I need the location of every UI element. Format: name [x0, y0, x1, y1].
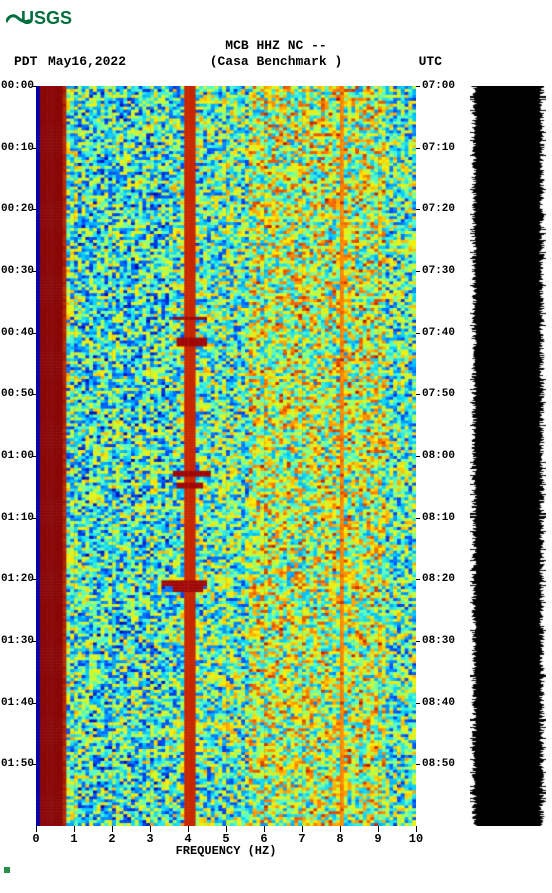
y-right-tick: 07:20: [422, 203, 455, 215]
header-channel: MCB HHZ NC --: [0, 38, 552, 53]
waveform-canvas: [470, 86, 546, 826]
y-right-tick: 08:20: [422, 573, 455, 585]
y-left-tick: 01:40: [1, 697, 34, 709]
spectrogram-canvas: [36, 86, 416, 826]
y-right-tick: 07:10: [422, 142, 455, 154]
y-left-tick: 01:10: [1, 512, 34, 524]
y-right-tick: 08:10: [422, 512, 455, 524]
y-left-tick: 01:20: [1, 573, 34, 585]
y-left-tick: 00:40: [1, 327, 34, 339]
y-axis-left-labels: 00:0000:1000:2000:3000:4000:5001:0001:10…: [0, 86, 36, 826]
y-left-tick: 01:50: [1, 758, 34, 770]
y-right-tick: 07:00: [422, 80, 455, 92]
x-axis-label: FREQUENCY (HZ): [36, 844, 416, 858]
usgs-logo: USGS: [6, 4, 86, 32]
y-axis-right-labels: 07:0007:1007:2007:3007:4007:5008:0008:10…: [418, 86, 458, 826]
y-right-tick: 07:40: [422, 327, 455, 339]
y-left-tick: 01:30: [1, 635, 34, 647]
y-left-tick: 00:50: [1, 388, 34, 400]
y-left-tick: 00:10: [1, 142, 34, 154]
header-station-name: (Casa Benchmark ): [0, 54, 552, 69]
status-dot: [4, 867, 10, 873]
y-left-tick: 00:00: [1, 80, 34, 92]
y-right-tick: 08:40: [422, 697, 455, 709]
y-right-tick: 08:50: [422, 758, 455, 770]
y-right-tick: 07:30: [422, 265, 455, 277]
y-right-tick: 07:50: [422, 388, 455, 400]
spectrogram-plot: [36, 86, 416, 826]
header-tz-right: UTC: [419, 54, 442, 69]
svg-text:USGS: USGS: [21, 8, 72, 28]
y-left-tick: 00:20: [1, 203, 34, 215]
y-left-tick: 01:00: [1, 450, 34, 462]
y-left-tick: 00:30: [1, 265, 34, 277]
y-right-tick: 08:00: [422, 450, 455, 462]
y-right-tick: 08:30: [422, 635, 455, 647]
